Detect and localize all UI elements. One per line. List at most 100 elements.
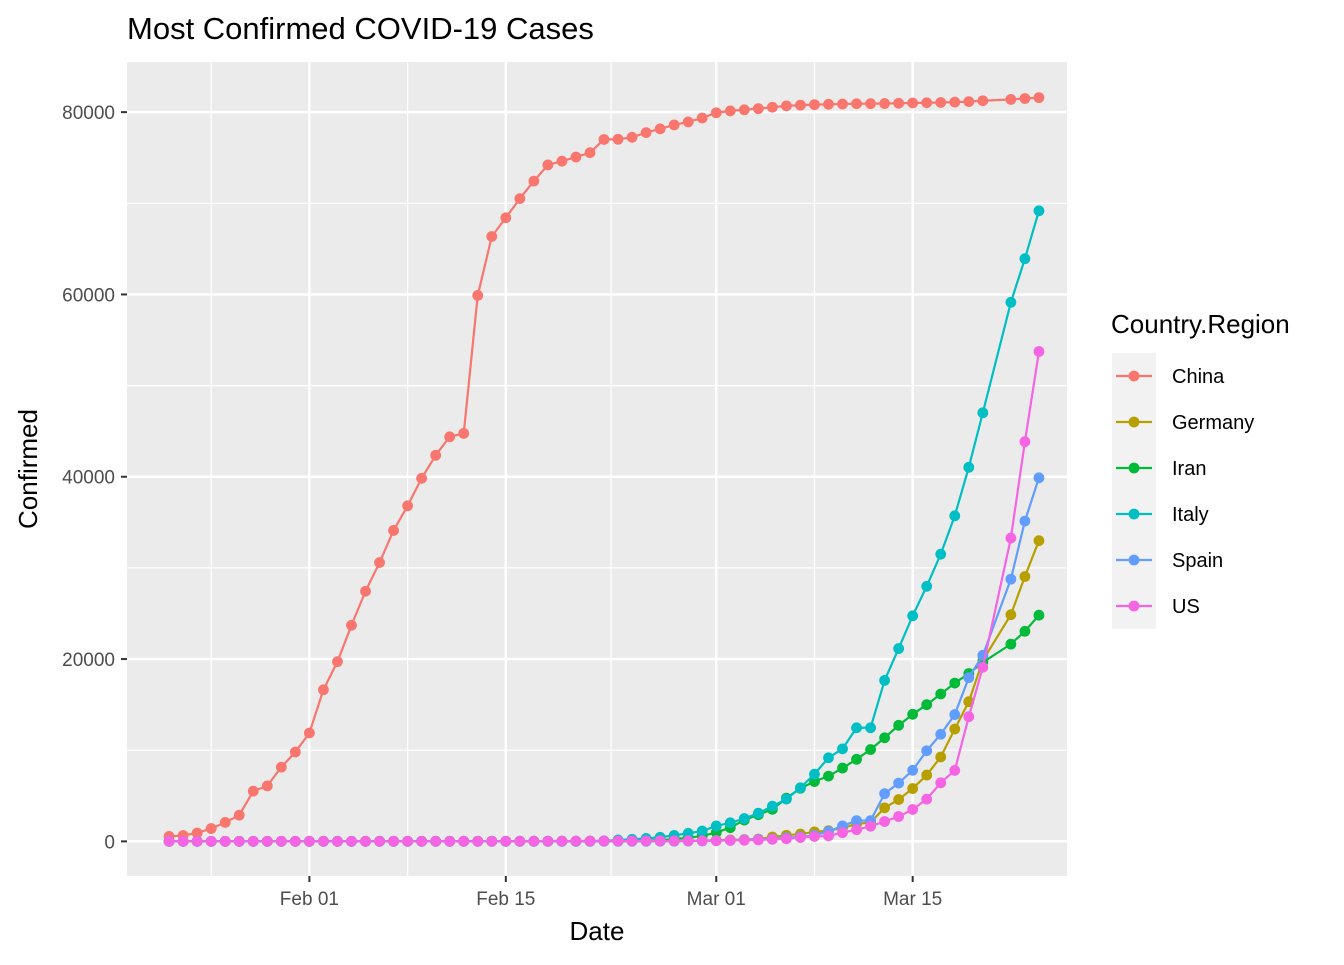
legend-marker-us (1128, 600, 1140, 612)
y-tick-label: 80000 (62, 103, 115, 124)
x-axis-label: Date (570, 916, 625, 946)
data-point-us (612, 835, 624, 847)
data-point-us (879, 816, 891, 827)
data-point-iran (851, 753, 862, 765)
data-point-us (458, 835, 470, 847)
data-point-china (907, 97, 919, 109)
data-point-germany (921, 769, 933, 781)
data-point-china (346, 619, 357, 631)
data-point-italy (752, 807, 764, 819)
data-point-china (710, 107, 722, 119)
data-point-germany (1005, 609, 1017, 621)
data-point-spain (1033, 472, 1045, 484)
data-point-china (191, 827, 203, 839)
data-point-china (949, 96, 961, 108)
legend-label-italy: Italy (1172, 504, 1209, 526)
data-point-us (795, 832, 806, 843)
data-point-china (430, 449, 442, 461)
data-point-italy (766, 800, 778, 812)
data-point-spain (851, 815, 862, 827)
data-point-china (219, 817, 231, 828)
data-point-china (626, 131, 638, 143)
data-point-us (360, 835, 371, 847)
series-layer (163, 92, 1045, 847)
legend-marker-spain (1128, 554, 1140, 566)
data-point-china (556, 155, 568, 167)
data-point-china (809, 99, 820, 111)
data-point-italy (682, 827, 694, 839)
legend-label-spain: Spain (1172, 550, 1223, 572)
legend-marker-china (1128, 370, 1140, 382)
data-point-us (935, 777, 947, 789)
data-point-china (893, 97, 905, 109)
data-point-us (514, 835, 526, 847)
data-point-us (781, 833, 792, 845)
data-point-germany (893, 794, 905, 805)
data-point-china (1033, 92, 1045, 104)
data-point-us (710, 835, 722, 847)
data-point-us (907, 804, 919, 815)
data-point-germany (949, 723, 961, 735)
data-point-us (682, 835, 694, 847)
data-point-italy (921, 580, 933, 592)
data-point-china (500, 212, 512, 224)
legend-marker-germany (1128, 416, 1140, 428)
data-point-spain (879, 788, 891, 800)
data-point-iran (949, 677, 961, 689)
data-point-us (640, 835, 652, 847)
data-point-us (556, 835, 568, 847)
data-point-china (416, 472, 428, 484)
data-point-china (921, 97, 933, 109)
data-point-us (598, 835, 610, 847)
data-point-us (1019, 436, 1031, 448)
plot-panel (127, 62, 1067, 876)
data-point-china (444, 431, 456, 443)
data-point-us (696, 835, 708, 847)
data-point-germany (879, 802, 891, 814)
x-tick-label: Mar 15 (883, 889, 942, 910)
data-point-us (823, 830, 834, 842)
data-point-us (668, 835, 680, 847)
data-point-china (766, 101, 778, 113)
minor-gridlines (127, 62, 1067, 876)
data-point-italy (795, 782, 806, 794)
data-point-china (247, 785, 259, 797)
data-point-china (598, 134, 610, 145)
data-point-italy (823, 752, 834, 764)
data-point-us (837, 827, 848, 839)
data-point-us (963, 711, 975, 723)
data-point-us (1033, 346, 1045, 357)
data-point-us (626, 835, 638, 847)
data-point-italy (963, 461, 975, 473)
data-point-china (963, 96, 975, 107)
data-point-italy (738, 813, 750, 824)
data-point-china (318, 684, 329, 696)
data-point-china (388, 525, 399, 536)
data-point-us (275, 835, 287, 847)
x-tick-label: Feb 01 (280, 889, 339, 910)
x-tick-label: Mar 01 (687, 889, 746, 910)
data-point-us (416, 835, 428, 847)
data-point-us (289, 835, 301, 847)
data-point-china (570, 151, 582, 163)
data-point-china (823, 98, 834, 110)
data-point-china (879, 98, 891, 109)
data-point-us (977, 661, 989, 673)
data-point-italy (781, 793, 792, 805)
data-point-iran (907, 708, 919, 720)
data-point-china (233, 809, 245, 821)
data-point-us (570, 835, 582, 847)
y-tick-label: 0 (104, 832, 115, 853)
data-point-china (795, 99, 806, 111)
data-point-us (318, 835, 329, 847)
data-point-us (303, 835, 315, 847)
data-point-us (430, 835, 442, 847)
data-point-china (458, 427, 470, 439)
data-point-china (205, 823, 217, 834)
data-point-italy (935, 548, 947, 560)
data-point-germany (1033, 535, 1045, 547)
data-point-china (528, 175, 540, 187)
data-point-china (977, 95, 989, 107)
data-point-iran (1005, 638, 1017, 650)
